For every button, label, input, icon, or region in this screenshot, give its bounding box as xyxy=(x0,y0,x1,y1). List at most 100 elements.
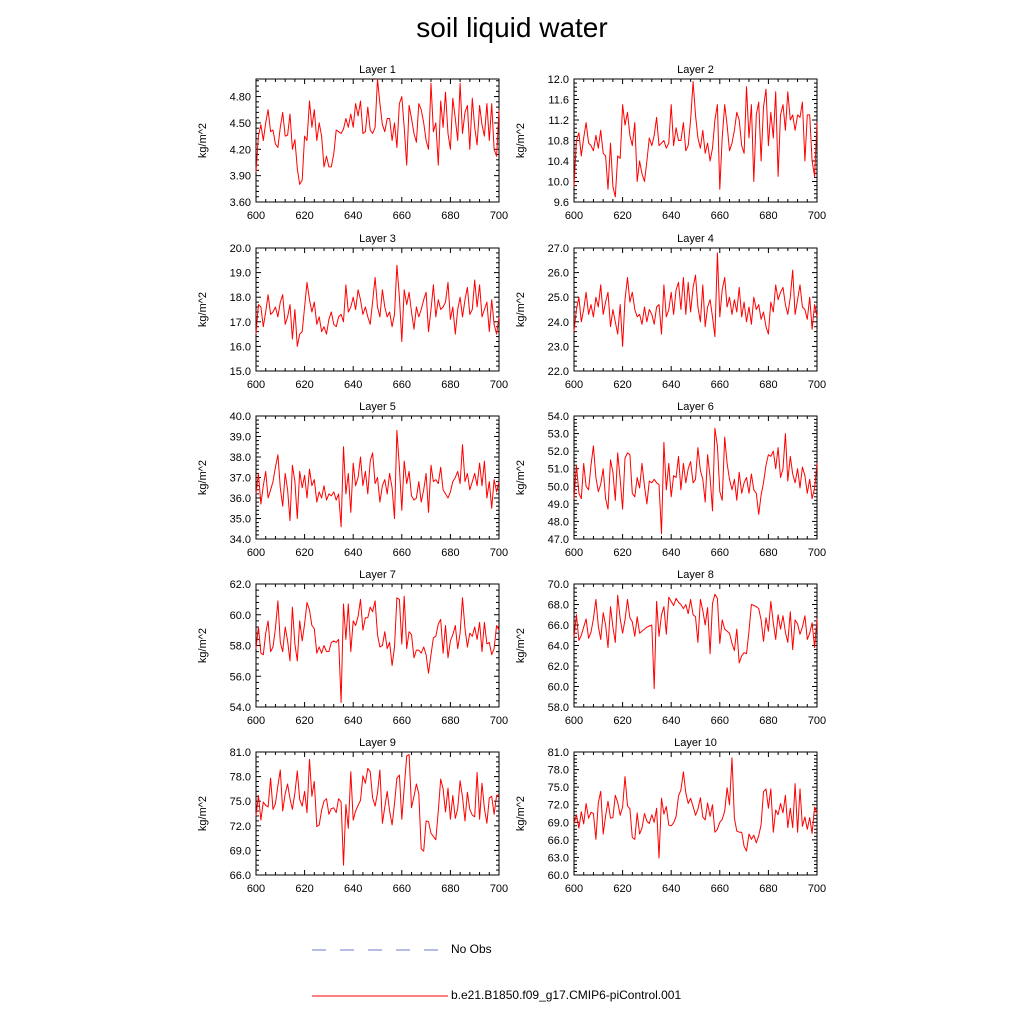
x-tick-label-layer-8: 660 xyxy=(711,715,729,727)
y-tick-label-layer-8: 60.0 xyxy=(548,682,569,694)
x-tick-label-layer-2: 680 xyxy=(759,210,777,222)
x-tick-label-layer-6: 700 xyxy=(808,547,826,559)
y-tick-label-layer-10: 78.0 xyxy=(548,765,569,777)
y-tick-label-layer-10: 69.0 xyxy=(548,817,569,829)
y-tick-label-layer-6: 51.0 xyxy=(548,464,569,476)
y-tick-label-layer-1: 3.60 xyxy=(230,197,251,209)
y-tick-label-layer-10: 63.0 xyxy=(548,852,569,864)
x-tick-label-layer-1: 700 xyxy=(490,210,508,222)
y-tick-label-layer-4: 26.0 xyxy=(548,268,569,280)
chart-layer-7: Layer 7 kg/m^2 600 620 640 660 680 700 54.0 56.0 5… xyxy=(197,569,508,727)
y-tick-label-layer-6: 48.0 xyxy=(548,516,569,528)
y-tick-label-layer-5: 37.0 xyxy=(230,473,251,485)
y-tick-label-layer-1: 4.80 xyxy=(230,92,251,104)
y-axis-label-layer-4: kg/m^2 xyxy=(515,292,527,327)
x-tick-label-layer-6: 640 xyxy=(662,547,680,559)
y-tick-label-layer-2: 11.2 xyxy=(548,115,569,127)
y-tick-label-layer-5: 35.0 xyxy=(230,514,251,526)
x-tick-label-layer-9: 700 xyxy=(490,883,508,895)
chart-layer-5: Layer 5 kg/m^2 600 620 640 660 680 700 34.0 35.0 3… xyxy=(197,401,508,559)
x-tick-label-layer-3: 660 xyxy=(393,379,411,391)
x-tick-label-layer-2: 700 xyxy=(808,210,826,222)
y-tick-label-layer-4: 27.0 xyxy=(548,243,569,255)
y-tick-label-layer-3: 15.0 xyxy=(230,366,251,378)
x-tick-label-layer-7: 680 xyxy=(441,715,459,727)
x-tick-label-layer-2: 640 xyxy=(662,210,680,222)
y-tick-label-layer-1: 3.90 xyxy=(230,171,251,183)
plot-frame-layer-6 xyxy=(573,415,818,540)
y-tick-label-layer-9: 66.0 xyxy=(230,870,251,882)
x-tick-label-layer-7: 640 xyxy=(344,715,362,727)
y-axis-label-layer-8: kg/m^2 xyxy=(515,628,527,663)
chart-layer-3: Layer 3 kg/m^2 600 620 640 660 680 700 15.0 16.0 1… xyxy=(197,233,508,391)
x-tick-label-layer-10: 660 xyxy=(711,883,729,895)
x-tick-label-layer-3: 640 xyxy=(344,379,362,391)
chart-layer-9: Layer 9 kg/m^2 600 620 640 660 680 700 66.0 69.0 7… xyxy=(197,737,508,895)
x-tick-label-layer-8: 600 xyxy=(565,715,583,727)
x-tick-label-layer-6: 600 xyxy=(565,547,583,559)
chart-title-layer-5: Layer 5 xyxy=(359,401,396,413)
legend-label-no-obs: No Obs xyxy=(451,942,492,956)
y-tick-label-layer-6: 49.0 xyxy=(548,499,569,511)
chart-title-layer-6: Layer 6 xyxy=(677,401,714,413)
y-axis-label-layer-9: kg/m^2 xyxy=(197,796,209,831)
y-tick-label-layer-3: 20.0 xyxy=(230,243,251,255)
x-tick-label-layer-1: 660 xyxy=(393,210,411,222)
y-tick-label-layer-8: 62.0 xyxy=(548,661,569,673)
plot-frame-layer-9 xyxy=(255,751,500,876)
series-line-layer-2 xyxy=(573,81,818,198)
x-tick-label-layer-9: 660 xyxy=(393,883,411,895)
y-tick-label-layer-5: 39.0 xyxy=(230,432,251,444)
x-tick-label-layer-1: 640 xyxy=(344,210,362,222)
y-tick-label-layer-4: 25.0 xyxy=(548,292,569,304)
x-tick-label-layer-4: 700 xyxy=(808,379,826,391)
legend-swatch-model-run xyxy=(312,995,448,997)
x-tick-label-layer-5: 680 xyxy=(441,547,459,559)
x-tick-label-layer-8: 640 xyxy=(662,715,680,727)
chart-title-layer-9: Layer 9 xyxy=(359,737,396,749)
x-tick-label-layer-5: 660 xyxy=(393,547,411,559)
y-tick-label-layer-2: 11.6 xyxy=(548,95,569,107)
chart-title-layer-10: Layer 10 xyxy=(674,737,717,749)
y-tick-label-layer-3: 19.0 xyxy=(230,268,251,280)
x-tick-label-layer-2: 620 xyxy=(613,210,631,222)
x-tick-label-layer-9: 620 xyxy=(295,883,313,895)
y-axis-label-layer-6: kg/m^2 xyxy=(515,460,527,495)
y-tick-label-layer-7: 56.0 xyxy=(230,671,251,683)
x-tick-label-layer-10: 600 xyxy=(565,883,583,895)
series-line-layer-3 xyxy=(255,264,500,347)
x-tick-label-layer-7: 620 xyxy=(295,715,313,727)
legend-label-model-run: b.e21.B1850.f09_g17.CMIP6-piControl.001 xyxy=(451,988,682,1002)
x-tick-label-layer-4: 600 xyxy=(565,379,583,391)
chart-title-layer-4: Layer 4 xyxy=(677,233,714,245)
series-line-layer-4 xyxy=(573,252,818,347)
chart-layer-10: Layer 10 kg/m^2 600 620 640 660 680 700 60.0 63.0… xyxy=(515,737,826,895)
x-tick-label-layer-10: 640 xyxy=(662,883,680,895)
x-tick-label-layer-6: 660 xyxy=(711,547,729,559)
y-tick-label-layer-8: 66.0 xyxy=(548,620,569,632)
y-tick-label-layer-10: 81.0 xyxy=(548,747,569,759)
y-tick-label-layer-1: 4.20 xyxy=(230,144,251,156)
chart-layer-4: Layer 4 kg/m^2 600 620 640 660 680 700 22.0 23.0 2… xyxy=(515,233,826,391)
series-line-layer-6 xyxy=(573,427,818,535)
y-tick-label-layer-6: 47.0 xyxy=(548,534,569,546)
y-tick-label-layer-6: 52.0 xyxy=(548,446,569,458)
series-line-layer-7 xyxy=(255,595,500,703)
y-axis-label-layer-5: kg/m^2 xyxy=(197,460,209,495)
x-tick-label-layer-4: 640 xyxy=(662,379,680,391)
x-tick-label-layer-3: 620 xyxy=(295,379,313,391)
x-tick-label-layer-2: 600 xyxy=(565,210,583,222)
chart-title-layer-8: Layer 8 xyxy=(677,569,714,581)
series-line-layer-8 xyxy=(573,593,818,690)
chart-layer-1: Layer 1 kg/m^2 600 620 640 660 680 700 3.60 3.90 4… xyxy=(197,64,508,222)
x-tick-label-layer-3: 700 xyxy=(490,379,508,391)
x-tick-label-layer-4: 680 xyxy=(759,379,777,391)
x-tick-label-layer-9: 640 xyxy=(344,883,362,895)
y-tick-label-layer-10: 75.0 xyxy=(548,782,569,794)
chart-title-layer-3: Layer 3 xyxy=(359,233,396,245)
chart-title-layer-7: Layer 7 xyxy=(359,569,396,581)
x-tick-label-layer-10: 700 xyxy=(808,883,826,895)
page-title: soil liquid water xyxy=(416,12,608,43)
plot-frame-layer-8 xyxy=(573,583,818,708)
y-tick-label-layer-5: 36.0 xyxy=(230,493,251,505)
